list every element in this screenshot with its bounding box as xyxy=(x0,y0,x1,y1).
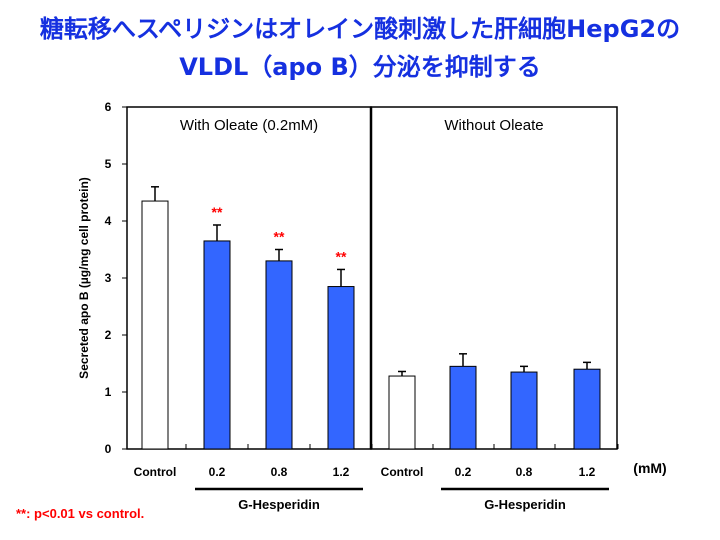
panel-frames xyxy=(126,106,619,450)
group-label: G-Hesperidin xyxy=(484,497,566,512)
x-tick-label: 0.2 xyxy=(455,465,472,479)
y-axis: 0 1 2 3 4 5 6 xyxy=(105,100,127,456)
bar xyxy=(203,240,231,450)
y-tick-label: 0 xyxy=(105,442,112,456)
bar xyxy=(573,368,601,450)
y-tick-label: 6 xyxy=(105,100,112,114)
y-tick-label: 5 xyxy=(105,157,112,171)
x-tick-label: 1.2 xyxy=(579,465,596,479)
panel-label: With Oleate (0.2mM) xyxy=(180,117,318,134)
y-tick-label: 3 xyxy=(105,271,112,285)
x-labels: With Oleate (0.2mM) Without Oleate Control… xyxy=(134,117,609,512)
bar xyxy=(141,200,169,450)
x-tick-label: 0.2 xyxy=(209,465,226,479)
title-line-1: 糖転移へスペリジンはオレイン酸刺激した肝細胞HepG2の xyxy=(39,15,681,43)
bars: ** ** ** xyxy=(141,186,601,450)
significance-mark: ** xyxy=(274,229,285,245)
bar xyxy=(327,286,355,450)
footnote: **: p<0.01 vs control. xyxy=(16,506,145,521)
title-line-2: VLDL（apo B）分泌を抑制する xyxy=(179,53,541,81)
bar xyxy=(510,371,538,450)
bar xyxy=(449,365,477,450)
y-tick-label: 4 xyxy=(105,214,112,228)
x-tick-label: 1.2 xyxy=(333,465,350,479)
x-tick-label: Control xyxy=(134,465,177,479)
group-label: G-Hesperidin xyxy=(238,497,320,512)
significance-mark: ** xyxy=(212,204,223,220)
y-tick-label: 1 xyxy=(105,385,112,399)
x-tick-label: Control xyxy=(381,465,424,479)
unit-label: (mM) xyxy=(633,460,666,476)
bar xyxy=(388,375,416,450)
panel-label: Without Oleate xyxy=(444,117,543,134)
x-tick-label: 0.8 xyxy=(516,465,533,479)
y-tick-label: 2 xyxy=(105,328,112,342)
bar xyxy=(265,260,293,450)
x-tick-label: 0.8 xyxy=(271,465,288,479)
y-axis-label: Secreted apo B (µg/mg cell protein) xyxy=(77,177,91,379)
significance-mark: ** xyxy=(336,248,347,264)
